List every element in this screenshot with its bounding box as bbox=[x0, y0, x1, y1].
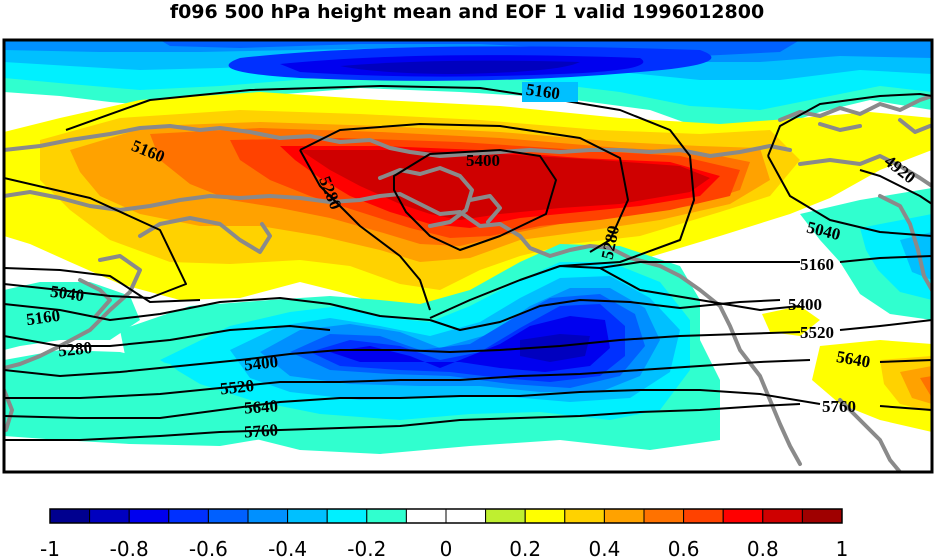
colorbar-swatch bbox=[643, 508, 685, 524]
colorbar-swatch bbox=[722, 508, 764, 524]
contour-label: 5520 bbox=[800, 323, 834, 342]
contour-label: 5400 bbox=[466, 151, 500, 170]
contour-label: 5400 bbox=[243, 352, 279, 374]
colorbar-swatch bbox=[207, 508, 249, 524]
contour-label: 5640 bbox=[243, 396, 278, 417]
contour-label: 5280 bbox=[57, 338, 93, 360]
contour-label: 5520 bbox=[219, 376, 255, 398]
contour-label: 5160 bbox=[25, 306, 61, 330]
colorbar-swatch bbox=[564, 508, 605, 524]
colorbar-swatch bbox=[683, 508, 724, 524]
colorbar-tick-label: 0.6 bbox=[668, 537, 700, 558]
colorbar: -1 -0.8 -0.6 -0.4 -0.2 0 0.2 0.4 0.6 0.8 1 bbox=[40, 508, 849, 558]
negative-band-north bbox=[4, 40, 932, 132]
colorbar-tick-label: 0.2 bbox=[509, 537, 541, 558]
map-panel: 5160 5160 5280 5400 5280 4920 5040 5160 … bbox=[4, 40, 932, 472]
contour-label: 5400 bbox=[788, 295, 822, 314]
contour-label: 5760 bbox=[243, 420, 278, 441]
colorbar-tick-label: -0.8 bbox=[110, 537, 149, 558]
colorbar-swatch bbox=[524, 508, 566, 524]
colorbar-swatch bbox=[762, 508, 803, 524]
colorbar-swatch bbox=[168, 508, 209, 524]
coastlines bbox=[4, 94, 932, 472]
colorbar-swatch bbox=[485, 508, 526, 524]
colorbar-swatch bbox=[405, 508, 447, 524]
negative-west bbox=[4, 282, 280, 446]
colorbar-swatch bbox=[603, 508, 645, 524]
colorbar-tick-label: -0.6 bbox=[189, 537, 228, 558]
colorbar-tick-label: 0 bbox=[440, 537, 453, 558]
colorbar-tick-label: 1 bbox=[836, 537, 849, 558]
colorbar-swatch bbox=[287, 508, 328, 524]
colorbar-swatch bbox=[445, 508, 487, 524]
negative-center bbox=[120, 244, 720, 454]
colorbar-swatch bbox=[326, 508, 368, 524]
colorbar-tick-label: -0.4 bbox=[268, 537, 307, 558]
contour-label: 5760 bbox=[822, 397, 856, 416]
colorbar-swatch bbox=[801, 508, 843, 524]
colorbar-swatch bbox=[247, 508, 289, 524]
colorbar-tick-label: 0.4 bbox=[588, 537, 620, 558]
colorbar-tick-label: -1 bbox=[40, 537, 60, 558]
contour-label: 5040 bbox=[49, 282, 85, 306]
colorbar-swatch bbox=[49, 508, 91, 524]
colorbar-swatch bbox=[366, 508, 407, 524]
positive-band-north bbox=[4, 92, 932, 320]
height-contours bbox=[4, 85, 932, 441]
colorbar-swatch bbox=[128, 508, 170, 524]
contour-label: 5160 bbox=[800, 255, 834, 274]
map-frame bbox=[2, 38, 934, 474]
map-title: f096 500 hPa height mean and EOF 1 valid… bbox=[169, 1, 765, 23]
colorbar-tick-label: -0.2 bbox=[347, 537, 386, 558]
contour-label: 5160 bbox=[525, 80, 561, 104]
colorbar-swatch bbox=[89, 508, 130, 524]
colorbar-frame bbox=[49, 508, 843, 524]
colorbar-tick-label: 0.8 bbox=[747, 537, 779, 558]
